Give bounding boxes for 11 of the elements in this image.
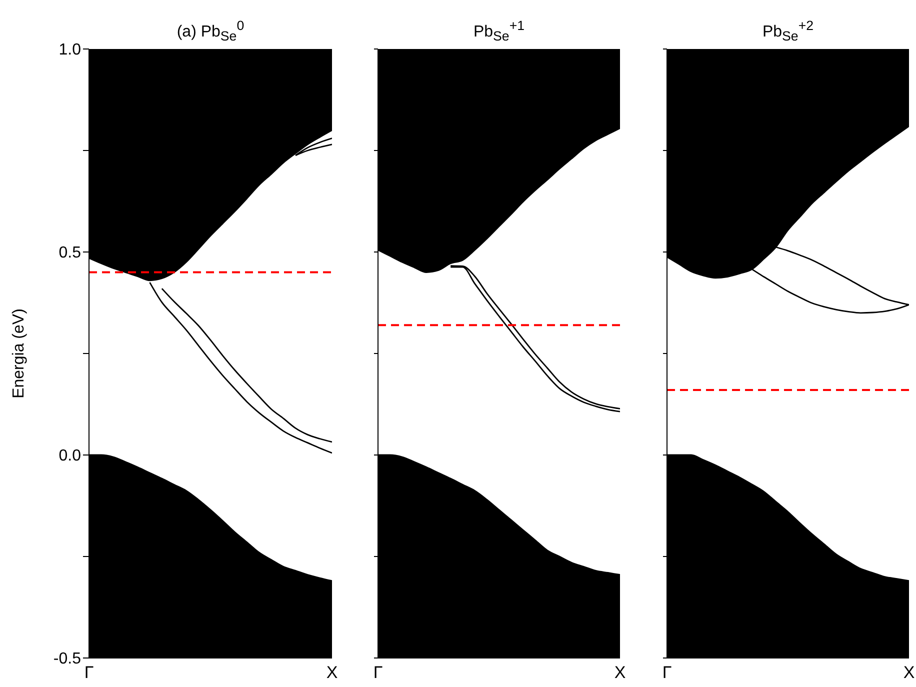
x-tick-label: Γ	[373, 663, 383, 682]
x-tick-label: X	[614, 663, 626, 682]
x-tick-label: Γ	[662, 663, 672, 682]
y-tick-label: -0.5	[53, 650, 82, 668]
x-tick-label: X	[326, 663, 338, 682]
y-axis-title: Energia (eV)	[10, 308, 28, 398]
y-tick-label: 0.5	[58, 244, 82, 262]
x-tick-label: Γ	[84, 663, 94, 682]
y-tick-label: 1.0	[58, 42, 82, 59]
x-tick-label: X	[903, 663, 915, 682]
y-tick-label: 0.0	[58, 448, 82, 465]
